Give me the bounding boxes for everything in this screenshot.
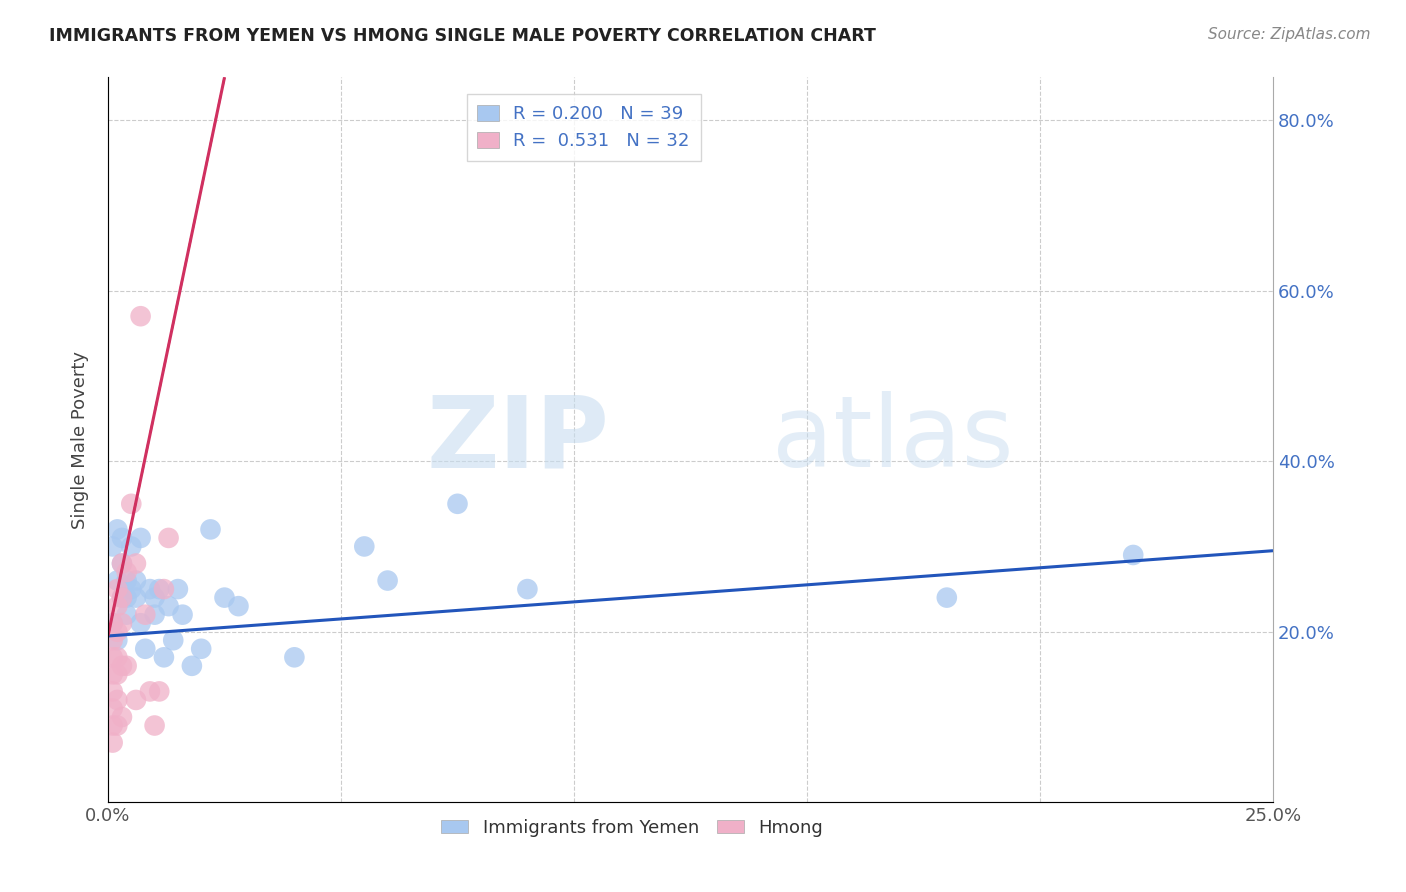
- Point: [157, 599, 180, 614]
- Text: Source: ZipAtlas.com: Source: ZipAtlas.com: [1208, 27, 1371, 42]
- Point: [101, 667, 124, 681]
- Point: [101, 718, 124, 732]
- Point: [143, 607, 166, 622]
- Point: [115, 591, 138, 605]
- Point: [105, 522, 128, 536]
- Point: [111, 591, 134, 605]
- Point: [172, 607, 194, 622]
- Point: [105, 582, 128, 596]
- Point: [101, 633, 124, 648]
- Text: ZIP: ZIP: [426, 392, 609, 488]
- Point: [115, 607, 138, 622]
- Point: [153, 582, 176, 596]
- Point: [125, 693, 148, 707]
- Point: [115, 658, 138, 673]
- Point: [120, 582, 142, 596]
- Point: [120, 540, 142, 554]
- Point: [101, 616, 124, 631]
- Point: [120, 497, 142, 511]
- Point: [111, 557, 134, 571]
- Point: [115, 565, 138, 579]
- Point: [129, 616, 152, 631]
- Point: [125, 591, 148, 605]
- Point: [190, 641, 212, 656]
- Point: [1122, 548, 1144, 562]
- Point: [143, 718, 166, 732]
- Point: [148, 684, 170, 698]
- Point: [143, 591, 166, 605]
- Point: [111, 591, 134, 605]
- Point: [105, 650, 128, 665]
- Point: [180, 658, 202, 673]
- Point: [111, 658, 134, 673]
- Point: [167, 582, 190, 596]
- Text: IMMIGRANTS FROM YEMEN VS HMONG SINGLE MALE POVERTY CORRELATION CHART: IMMIGRANTS FROM YEMEN VS HMONG SINGLE MA…: [49, 27, 876, 45]
- Point: [157, 531, 180, 545]
- Point: [101, 684, 124, 698]
- Point: [935, 591, 957, 605]
- Point: [105, 718, 128, 732]
- Point: [516, 582, 538, 596]
- Point: [283, 650, 305, 665]
- Legend: Immigrants from Yemen, Hmong: Immigrants from Yemen, Hmong: [434, 812, 831, 844]
- Point: [111, 616, 134, 631]
- Point: [101, 650, 124, 665]
- Point: [101, 616, 124, 631]
- Point: [115, 574, 138, 588]
- Point: [162, 633, 184, 648]
- Point: [214, 591, 236, 605]
- Point: [101, 735, 124, 749]
- Point: [134, 607, 156, 622]
- Point: [101, 701, 124, 715]
- Point: [125, 557, 148, 571]
- Point: [139, 582, 162, 596]
- Point: [111, 557, 134, 571]
- Point: [105, 633, 128, 648]
- Point: [105, 624, 128, 639]
- Point: [111, 531, 134, 545]
- Y-axis label: Single Male Poverty: Single Male Poverty: [72, 351, 89, 529]
- Point: [153, 650, 176, 665]
- Point: [125, 574, 148, 588]
- Point: [134, 641, 156, 656]
- Point: [105, 574, 128, 588]
- Point: [129, 309, 152, 323]
- Point: [105, 599, 128, 614]
- Point: [353, 540, 375, 554]
- Point: [105, 693, 128, 707]
- Point: [129, 531, 152, 545]
- Point: [228, 599, 250, 614]
- Point: [105, 667, 128, 681]
- Point: [139, 684, 162, 698]
- Point: [111, 710, 134, 724]
- Point: [148, 582, 170, 596]
- Point: [101, 540, 124, 554]
- Point: [200, 522, 222, 536]
- Text: atlas: atlas: [772, 392, 1014, 488]
- Point: [446, 497, 468, 511]
- Point: [377, 574, 399, 588]
